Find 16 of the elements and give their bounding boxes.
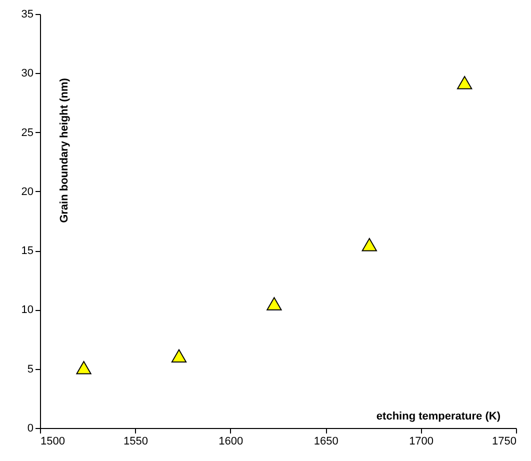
x-axis-title: etching temperature (K) [376,410,501,422]
y-tick-label: 35 [21,8,34,20]
y-tick-label: 15 [21,245,34,258]
x-tick-label: 1650 [314,436,338,448]
y-axis-title: Grain boundary height (nm) [58,78,70,223]
y-tick-label: 0 [27,422,34,434]
x-tick-label: 1700 [409,436,434,448]
y-tick-label: 30 [21,68,34,80]
x-tick-label: 1500 [40,436,65,448]
y-tick-label: 10 [21,304,34,316]
x-tick-label: 1750 [492,436,516,448]
x-tick-label: 1550 [123,436,148,448]
y-tick-label: 25 [21,126,34,139]
y-tick-label: 5 [27,363,34,376]
x-tick-label: 1600 [218,436,244,448]
y-tick-label: 20 [21,186,34,198]
